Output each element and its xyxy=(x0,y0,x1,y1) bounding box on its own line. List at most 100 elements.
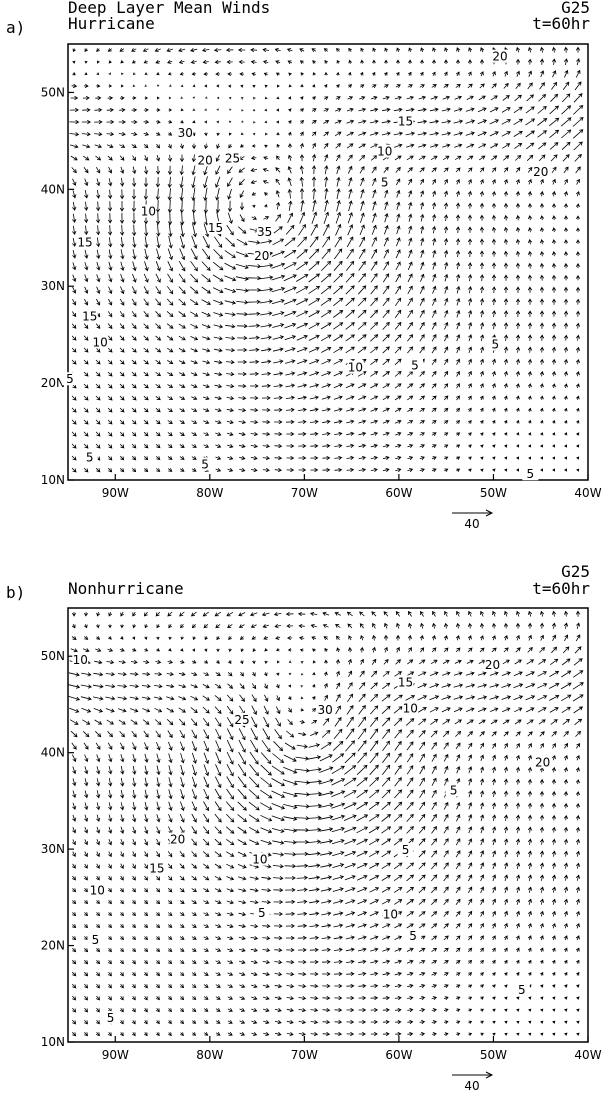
contour-label: 30 xyxy=(318,703,333,717)
x-tick-label: 70W xyxy=(291,1048,318,1062)
contour-label: 5 xyxy=(492,337,500,351)
y-tick-label: 40N xyxy=(41,182,65,196)
contour-label-bg xyxy=(102,1010,119,1024)
reference-arrowhead xyxy=(485,1071,494,1079)
contour-label-bg xyxy=(81,450,98,464)
contour-label: 5 xyxy=(92,933,100,947)
vector-field xyxy=(68,610,584,1037)
contour-label-bg xyxy=(492,49,509,63)
contour-label-bg xyxy=(197,153,214,167)
chart-subtitle: Hurricane xyxy=(68,14,155,33)
contour-label: 10 xyxy=(348,361,363,375)
contour-label-bg xyxy=(405,928,422,942)
contour-label: 20 xyxy=(254,249,269,263)
contour-label: 35 xyxy=(257,225,272,239)
contour-label: 20 xyxy=(533,165,548,179)
contour-label-bg xyxy=(522,467,539,481)
contour-label: 10 xyxy=(383,908,398,922)
time-label: t=60hr xyxy=(532,14,590,33)
x-tick-label: 40W xyxy=(574,1048,601,1062)
contour-label-bg xyxy=(169,832,186,846)
contour-label-bg xyxy=(148,861,165,875)
contour-label-bg xyxy=(253,905,270,919)
contour-label-bg xyxy=(224,151,241,165)
contour-label: 25 xyxy=(225,151,240,165)
y-tick-label: 10N xyxy=(41,473,65,487)
y-tick-label: 20N xyxy=(41,939,65,953)
contour-label: 5 xyxy=(402,843,410,857)
y-tick-label: 40N xyxy=(41,746,65,760)
contour-label: 5 xyxy=(258,906,266,920)
contour-label: 20 xyxy=(535,755,550,769)
contour-label: 25 xyxy=(234,713,249,727)
y-tick-label: 50N xyxy=(41,85,65,99)
contour-label: 10 xyxy=(93,335,108,349)
x-tick-label: 60W xyxy=(385,1048,412,1062)
contour-label-bg xyxy=(177,126,194,140)
contour-label-bg xyxy=(445,783,462,797)
contour-label: 30 xyxy=(178,126,193,140)
x-tick-label: 90W xyxy=(102,486,129,500)
contour-label: 15 xyxy=(77,236,92,250)
time-label: t=60hr xyxy=(532,579,590,598)
contour-label-bg xyxy=(317,703,334,717)
contour-label: 5 xyxy=(107,1011,115,1025)
contour-label-bg xyxy=(253,249,270,263)
contour-label-bg xyxy=(92,335,109,349)
contour-label-bg xyxy=(207,221,224,235)
contour-label: 15 xyxy=(398,115,413,129)
plot-frame xyxy=(67,607,589,1043)
contour-label-bg xyxy=(534,755,551,769)
contour-label-bg xyxy=(233,712,250,726)
contour-label-bg xyxy=(140,204,157,218)
contour-label-bg xyxy=(89,883,106,897)
contour-label: 10 xyxy=(252,853,267,867)
contour-label: 5 xyxy=(381,176,389,190)
contour-label-bg xyxy=(77,235,94,249)
x-tick-label: 70W xyxy=(291,486,318,500)
x-tick-label: 40W xyxy=(574,486,601,500)
contour-label-bg xyxy=(382,907,399,921)
contour-label-bg xyxy=(376,175,393,189)
plot-frame xyxy=(67,43,589,481)
y-tick-label: 10N xyxy=(41,1035,65,1049)
model-label: G25 xyxy=(561,0,590,17)
wind-vectors xyxy=(69,46,584,473)
contour-label-bg xyxy=(406,358,423,372)
contour-label: 20 xyxy=(197,153,212,167)
contour-label-bg xyxy=(532,164,549,178)
vector-field xyxy=(69,46,584,473)
contour-label: 20 xyxy=(485,658,500,672)
contour-label-bg xyxy=(61,372,78,386)
contour-label-bg xyxy=(347,360,364,374)
y-tick-label: 30N xyxy=(41,279,65,293)
contour-label-bg xyxy=(397,843,414,857)
panel-label: b) xyxy=(6,583,25,602)
y-tick-label: 50N xyxy=(41,649,65,663)
contour-label-bg xyxy=(81,309,98,323)
contour-label: 15 xyxy=(398,675,413,689)
contour-label: 5 xyxy=(201,457,209,471)
reference-arrowhead xyxy=(485,509,494,517)
x-tick-label: 80W xyxy=(196,1048,223,1062)
contour-label: 15 xyxy=(82,309,97,323)
contour-label: 15 xyxy=(149,861,164,875)
reference-label: 40 xyxy=(464,1079,479,1093)
contour-label: 5 xyxy=(66,372,74,386)
contour-label-bg xyxy=(397,114,414,128)
contour-label: 20 xyxy=(492,50,507,64)
contour-label-bg xyxy=(251,852,268,866)
contour-label-bg xyxy=(256,224,273,238)
contour-label: 10 xyxy=(73,653,88,667)
contour-label: 5 xyxy=(411,359,419,373)
contour-label-bg xyxy=(487,337,504,351)
x-tick-label: 50W xyxy=(480,1048,507,1062)
y-tick-label: 20N xyxy=(41,376,65,390)
contour-label: 10 xyxy=(90,884,105,898)
contour-label-bg xyxy=(376,144,393,158)
contour-label-bg xyxy=(402,701,419,715)
contour-label: 5 xyxy=(450,783,458,797)
x-tick-label: 50W xyxy=(480,486,507,500)
wind-vectors xyxy=(68,610,584,1037)
